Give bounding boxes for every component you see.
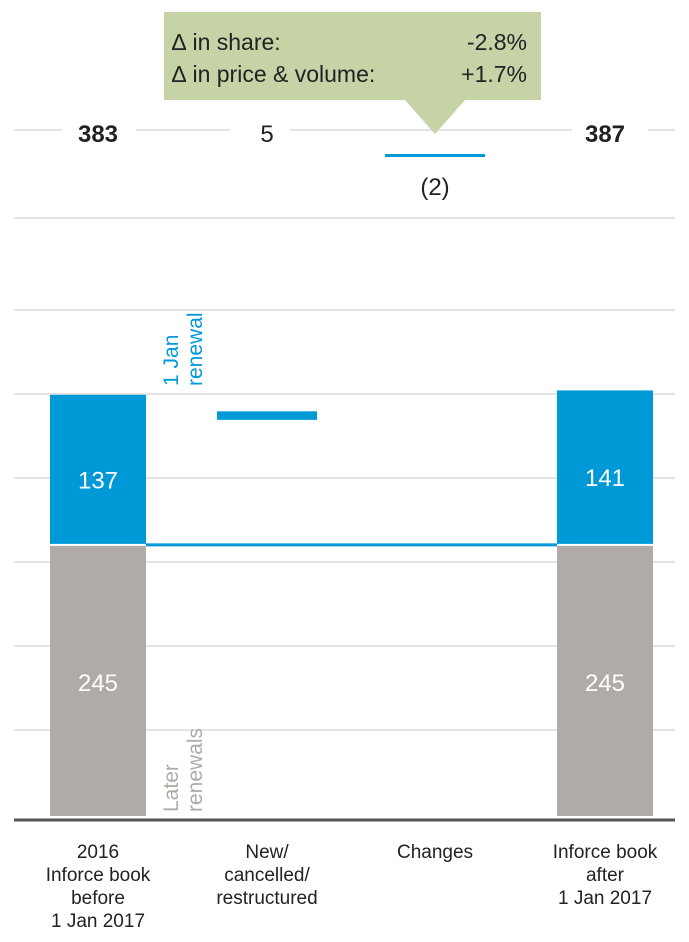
total-label: 387 — [585, 121, 625, 148]
value-label-jan: 141 — [585, 465, 625, 492]
bars — [14, 154, 675, 822]
bar-later-renewals — [557, 545, 653, 816]
category-label: Changes — [397, 842, 473, 863]
value-label-later: 245 — [585, 670, 625, 697]
jan-renewal-line-2: renewal — [184, 312, 207, 386]
step-label-changes: (2) — [420, 174, 449, 201]
value-label-jan: 137 — [78, 467, 118, 494]
callout-price-value: +1.7% — [461, 61, 527, 87]
category-labels: 2016 Inforce book before 1 Jan 2017New/canc… — [46, 842, 658, 932]
category-label: New/cancelled/restructured — [216, 842, 317, 909]
later-renewals-line-2: renewals — [184, 728, 207, 812]
jan-renewal-line-1: 1 Jan — [160, 335, 183, 386]
callout-share-label: ∆ in share: — [172, 29, 281, 55]
category-label-line: Inforce book — [553, 842, 658, 863]
total-label: 383 — [78, 121, 118, 148]
bar-jan-renewal — [50, 394, 146, 544]
growth-annotation: +2.9% — [571, 224, 640, 251]
later-renewals-label: Later renewals — [160, 728, 207, 812]
category-label-line: cancelled/ — [224, 865, 310, 886]
labels: 245 137 383 245 141 387 5 (2) — [78, 121, 625, 697]
callout-box — [164, 12, 541, 134]
bar-changes — [385, 154, 485, 157]
step-label-new: 5 — [260, 121, 273, 148]
jan-renewal-label: 1 Jan renewal — [160, 312, 207, 386]
category-label-line: restructured — [216, 888, 317, 909]
category-label: 2016 Inforce book before 1 Jan 2017 — [46, 842, 151, 932]
callout-share-value: -2.8% — [467, 29, 527, 55]
callout-price-label: ∆ in price & volume: — [172, 61, 375, 87]
category-label-line: Changes — [397, 842, 473, 863]
category-label-line: New/ — [245, 842, 289, 863]
bar-later-renewals — [50, 545, 146, 816]
category-label-line: Inforce book — [46, 865, 151, 886]
category-label-line: after — [586, 865, 625, 886]
category-label: Inforce book after 1 Jan 2017 — [553, 842, 658, 909]
bar-jan-renewal — [557, 390, 653, 544]
later-renewals-line-1: Later — [160, 764, 183, 812]
callout: ∆ in share: -2.8% ∆ in price & volume: +… — [164, 12, 541, 134]
category-label-line: 1 Jan 2017 — [558, 888, 652, 909]
category-label-line: 1 Jan 2017 — [51, 911, 145, 932]
bar-new-cancelled — [217, 411, 317, 420]
value-label-later: 245 — [78, 670, 118, 697]
category-label-line: 2016 — [77, 842, 119, 863]
category-label-line: before — [71, 888, 125, 909]
